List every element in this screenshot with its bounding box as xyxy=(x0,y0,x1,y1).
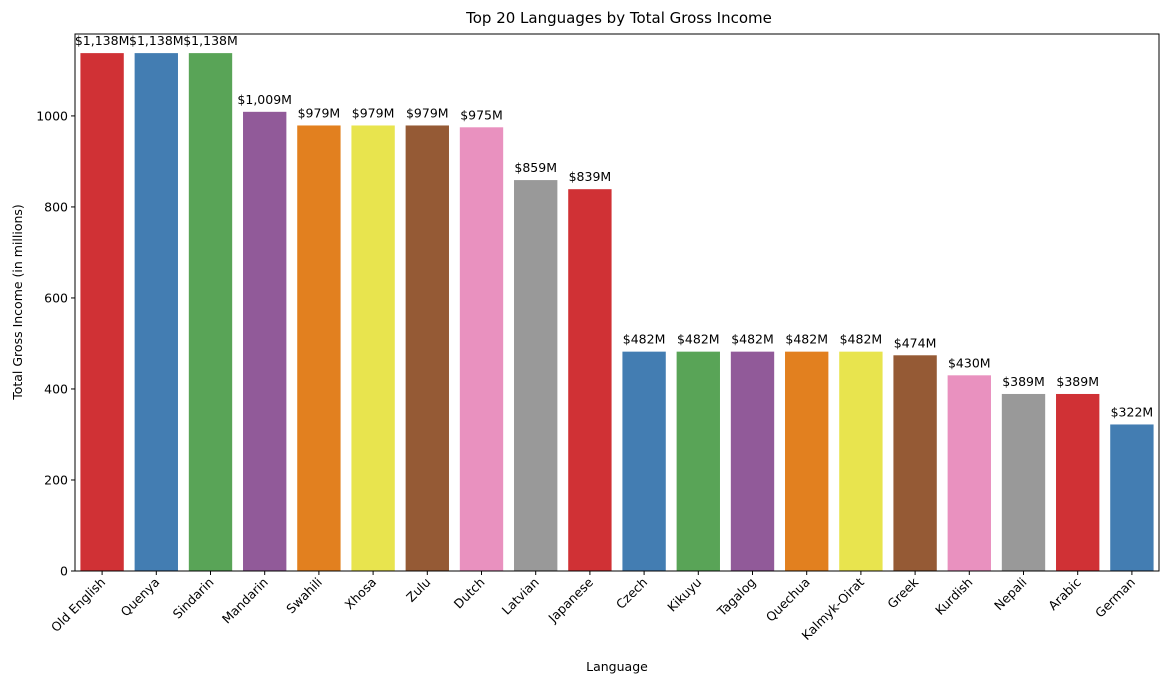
bar xyxy=(1056,393,1100,571)
x-axis-ticks: Old English Quenya Sindarin Mandarin Swahili… xyxy=(48,571,1138,643)
bar xyxy=(676,351,720,571)
x-tick-label: Zulu xyxy=(403,575,433,605)
bar xyxy=(405,125,449,571)
x-tick-label: Latvian xyxy=(499,575,542,618)
x-tick-label: Sindarin xyxy=(170,575,217,622)
bar xyxy=(839,351,883,571)
bar xyxy=(80,53,124,571)
x-tick-label: Nepali xyxy=(991,575,1030,614)
data-label: $482M xyxy=(785,332,828,347)
x-tick-label: Arabic xyxy=(1045,574,1084,613)
data-label: $839M xyxy=(569,169,612,184)
bar xyxy=(243,111,287,571)
bar xyxy=(134,53,178,571)
bar xyxy=(188,53,233,571)
y-tick-label: 600 xyxy=(44,290,68,305)
x-tick-label: Czech xyxy=(613,575,650,612)
x-tick-label: Dutch xyxy=(451,575,488,612)
x-tick-label: Kikuyu xyxy=(664,575,704,615)
data-label: $979M xyxy=(352,105,395,120)
x-tick-label: German xyxy=(1092,575,1138,621)
data-label: $1,009M xyxy=(237,92,292,107)
bar xyxy=(622,351,666,571)
x-tick-label: Quechua xyxy=(763,575,813,625)
data-label: $1,138M xyxy=(129,33,184,48)
y-axis-ticks: 0 200 400 600 800 1000 xyxy=(36,108,75,579)
data-label: $482M xyxy=(731,332,774,347)
bar xyxy=(568,189,612,571)
bar xyxy=(297,125,341,571)
x-tick-label: Old English xyxy=(48,575,108,635)
y-tick-label: 800 xyxy=(44,199,68,214)
data-label: $975M xyxy=(460,107,503,122)
bar xyxy=(1110,424,1154,571)
x-tick-label: Japanese xyxy=(545,574,597,626)
x-tick-label: Mandarin xyxy=(219,575,271,627)
data-label: $482M xyxy=(623,332,666,347)
x-tick-label: Kurdish xyxy=(932,575,975,618)
data-label: $1,138M xyxy=(183,33,238,48)
y-tick-label: 400 xyxy=(44,381,68,396)
data-label: $430M xyxy=(948,355,991,370)
y-tick-label: 0 xyxy=(60,564,68,579)
data-label: $979M xyxy=(298,105,341,120)
bar xyxy=(893,355,937,571)
data-label: $389M xyxy=(1056,374,1099,389)
x-axis-title: Language xyxy=(586,659,648,674)
data-label: $482M xyxy=(677,332,720,347)
bar xyxy=(351,125,395,571)
x-tick-label: Quenya xyxy=(118,575,163,620)
plot-frame xyxy=(74,33,1160,572)
data-label: $859M xyxy=(514,160,557,175)
data-label: $482M xyxy=(840,332,883,347)
bar xyxy=(514,180,558,571)
bars xyxy=(80,53,1154,572)
y-tick-label: 1000 xyxy=(36,108,68,123)
bar xyxy=(730,351,775,571)
data-label: $322M xyxy=(1111,404,1154,419)
y-tick-label: 200 xyxy=(44,472,68,487)
data-label: $474M xyxy=(894,335,937,350)
data-labels: $1,138M $1,138M $1,138M$1,009M$979M $979M $9… xyxy=(75,33,1153,419)
data-label: $979M xyxy=(406,105,449,120)
bar xyxy=(785,351,829,571)
x-tick-label: Tagalog xyxy=(713,575,758,620)
data-label: $389M xyxy=(1002,374,1045,389)
x-tick-label: Swahili xyxy=(283,575,325,617)
chart-title: Top 20 Languages by Total Gross Income xyxy=(465,9,772,27)
data-label: $1,138M xyxy=(75,33,130,48)
y-axis-title: Total Gross Income (in millions) xyxy=(10,204,25,401)
x-tick-label: Greek xyxy=(884,574,921,611)
bar xyxy=(947,375,991,571)
x-tick-label: Xhosa xyxy=(342,575,380,613)
bar xyxy=(459,127,504,572)
bar xyxy=(1001,393,1046,571)
